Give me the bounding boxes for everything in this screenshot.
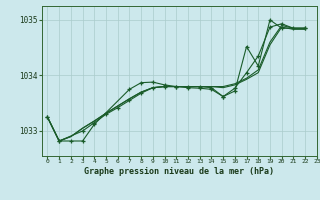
X-axis label: Graphe pression niveau de la mer (hPa): Graphe pression niveau de la mer (hPa) [84, 167, 274, 176]
